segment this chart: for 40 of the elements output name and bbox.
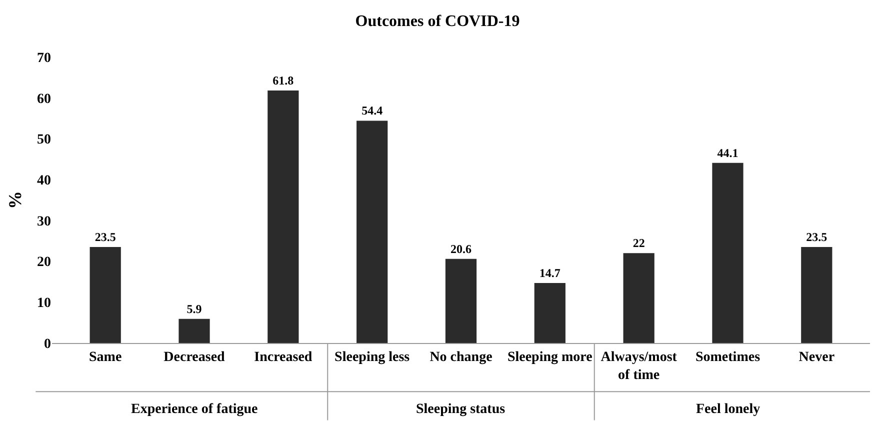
bar [534,282,566,343]
y-tick-label: 30 [37,214,51,230]
x-tick-label: Sometimes [695,350,761,365]
text: Sleeping status [416,402,506,417]
data-label: 54.4 [362,104,383,118]
x-tick-label: Decreased [164,350,226,365]
bar [356,120,388,343]
bar [623,253,654,343]
data-label: 22 [632,236,645,250]
y-tick-label: 40 [37,173,51,188]
bar [712,162,744,343]
bar [90,246,121,343]
data-label: 23.5 [806,230,828,244]
data-label: 20.6 [450,242,472,256]
x-tick-label: Same [89,350,122,365]
x-tick-label: No change [430,350,492,365]
bar [178,318,210,343]
x-tick-label: Increased [254,350,312,365]
data-label: 44.1 [717,146,738,160]
data-label: 61.8 [272,74,294,88]
data-label: 5.9 [186,302,202,316]
y-tick-label: 60 [37,92,51,107]
y-tick-label: 20 [37,255,51,270]
y-axis-title: % [5,191,26,209]
x-tick-label: Always/most of time [600,350,678,383]
x-tick-label: Sleeping more [507,350,592,365]
chart-title: Outcomes of COVID-19 [355,12,520,30]
text: Experience of fatigue [131,402,258,417]
data-label: 14.7 [539,266,560,280]
bar [268,90,299,343]
y-tick-label: 0 [44,336,51,352]
x-tick-label: Never [798,350,835,365]
y-tick-label: 10 [37,296,51,312]
bar [801,246,832,343]
bar [445,258,477,343]
data-label: 23.5 [94,230,116,244]
x-tick-label: Sleeping less [334,350,410,365]
y-tick-label: 50 [37,132,51,148]
text: Feel lonely [696,402,760,417]
y-tick-label: 70 [37,50,51,66]
